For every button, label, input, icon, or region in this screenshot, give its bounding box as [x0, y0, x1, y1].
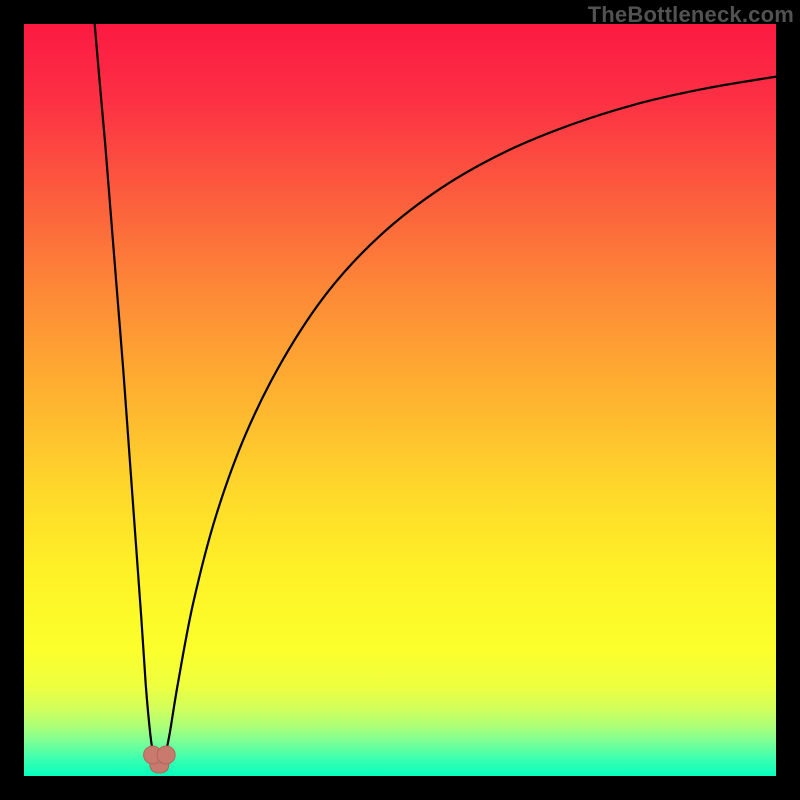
plot-area [24, 24, 776, 776]
watermark-text: TheBottleneck.com [588, 2, 794, 28]
plot-svg [24, 24, 776, 776]
chart-canvas: TheBottleneck.com [0, 0, 800, 800]
gradient-background [24, 24, 776, 776]
optimum-marker-dot-right [157, 746, 175, 764]
